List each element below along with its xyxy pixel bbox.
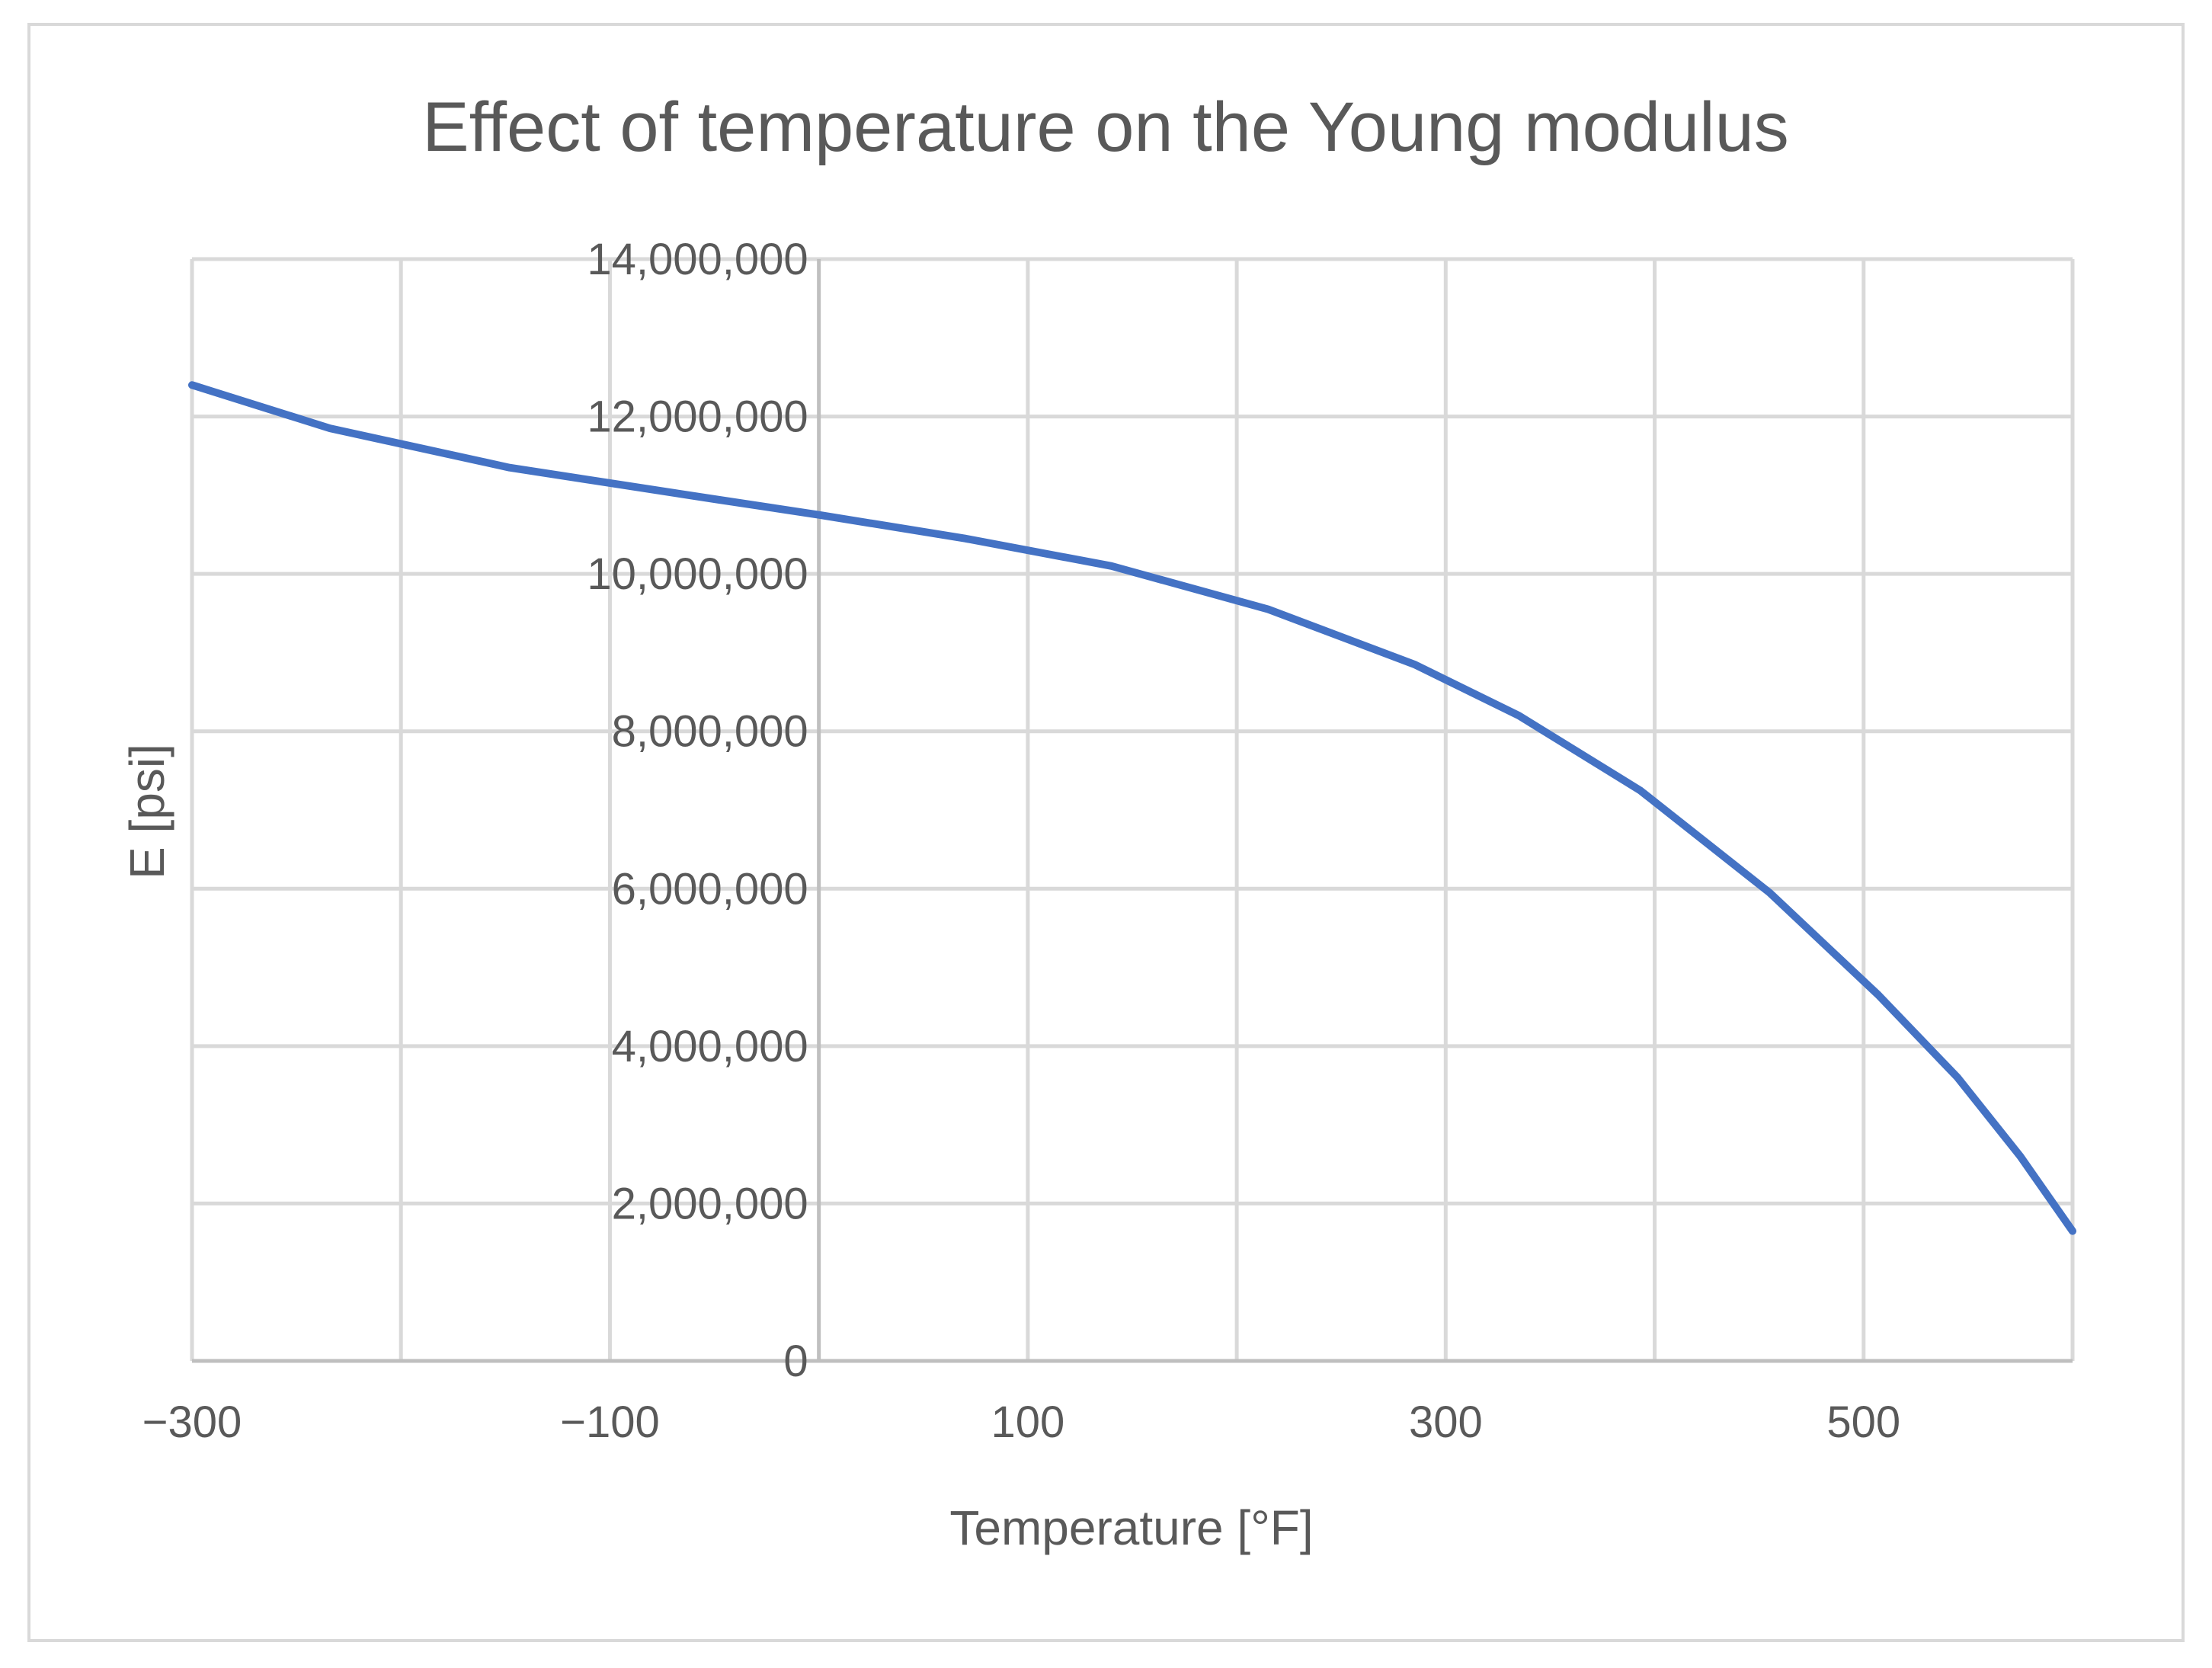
series-layer — [188, 381, 2076, 1235]
y-tick-labels: 0 2,000,000 4,000,000 6,000,000 8,000,000 10,… — [587, 235, 808, 1386]
y-tick-label: 8,000,000 — [612, 707, 808, 757]
y-tick-label: 12,000,000 — [587, 392, 808, 442]
x-tick-labels: −300 −100 100 300 500 — [142, 1397, 1900, 1447]
y-axis-label: E [psi] — [120, 744, 174, 879]
x-tick-label: −300 — [142, 1397, 242, 1447]
x-axis-label: Temperature [°F] — [949, 1500, 1313, 1555]
x-tick-label: 300 — [1409, 1397, 1483, 1447]
y-tick-label: 14,000,000 — [587, 235, 808, 284]
series-line-e — [188, 381, 2076, 1235]
x-tick-label: 100 — [991, 1397, 1064, 1447]
y-tick-label: 0 — [783, 1337, 808, 1386]
y-tick-label: 6,000,000 — [612, 864, 808, 914]
chart-frame — [27, 23, 2185, 1642]
y-tick-label: 2,000,000 — [612, 1179, 808, 1228]
y-tick-label: 4,000,000 — [612, 1022, 808, 1071]
x-tick-label: 500 — [1826, 1397, 1900, 1447]
gridlines — [192, 257, 2075, 1361]
axes — [190, 259, 2073, 1363]
y-tick-label: 10,000,000 — [587, 549, 808, 599]
x-tick-label: −100 — [560, 1397, 660, 1447]
chart-title: Effect of temperature on the Young modul… — [422, 88, 1789, 166]
